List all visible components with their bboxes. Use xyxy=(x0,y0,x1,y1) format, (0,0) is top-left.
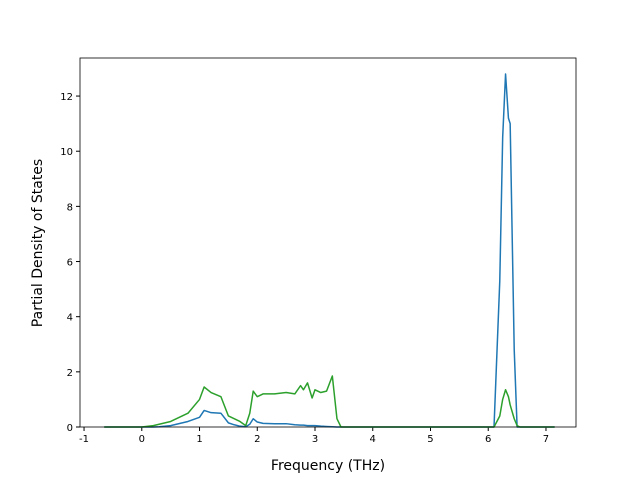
y-axis-label: Partial Density of States xyxy=(30,159,46,327)
y-tick-label: 2 xyxy=(67,368,73,379)
x-tick-label: 1 xyxy=(196,434,202,445)
x-tick-label: -1 xyxy=(79,434,89,445)
y-tick-label: 6 xyxy=(67,258,73,269)
series-line xyxy=(104,375,555,428)
x-tick-label: 5 xyxy=(427,434,433,445)
x-tick-label: 7 xyxy=(543,434,549,445)
y-tick-label: 0 xyxy=(67,423,73,434)
x-tick-label: 6 xyxy=(485,434,491,445)
x-tick-label: 0 xyxy=(139,434,145,445)
x-tick-label: 3 xyxy=(312,434,318,445)
y-tick-label: 8 xyxy=(67,202,73,213)
series-line xyxy=(104,73,555,428)
y-tick-label: 10 xyxy=(60,147,73,158)
x-tick-label: 4 xyxy=(370,434,376,445)
x-tick-label: 2 xyxy=(254,434,260,445)
plot-frame xyxy=(79,57,577,428)
y-tick-label: 4 xyxy=(67,313,73,324)
x-axis-label: Frequency (THz) xyxy=(271,458,385,474)
y-tick-label: 12 xyxy=(60,92,73,103)
